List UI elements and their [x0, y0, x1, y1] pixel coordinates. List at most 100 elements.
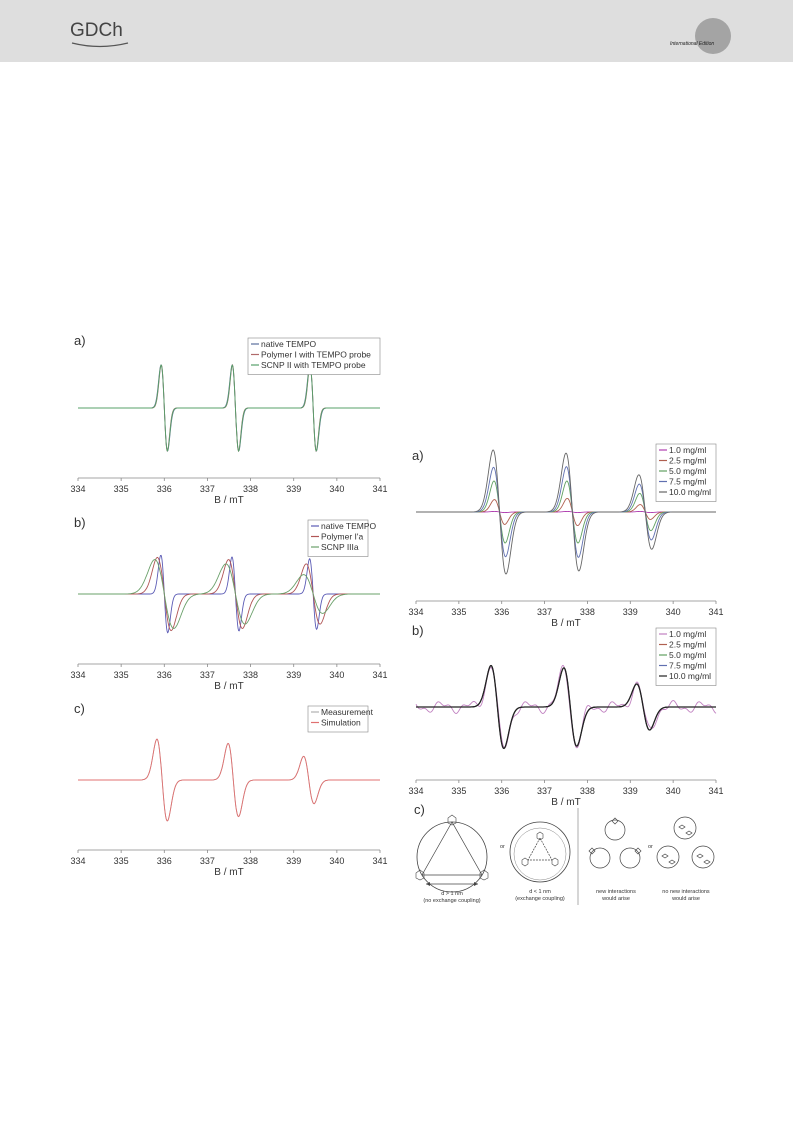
x-tick-label: 334: [408, 607, 423, 617]
x-axis-title: B / mT: [214, 867, 243, 878]
x-tick-label: 339: [623, 786, 638, 796]
legend-entry: Simulation: [321, 718, 361, 728]
x-tick-label: 338: [580, 786, 595, 796]
x-tick-label: 336: [494, 607, 509, 617]
x-tick-label: 338: [243, 670, 258, 680]
x-tick-label: 339: [623, 607, 638, 617]
x-tick-label: 341: [372, 856, 387, 866]
x-tick-label: 339: [286, 670, 301, 680]
scenario-close: d < 1 nm (exchange coupling): [509, 821, 571, 902]
tempo-molecule-cluster: [521, 831, 559, 867]
chart-right-b: b) 334 335 336 337 338 339 340 341 B / mT 1.0 mg/m…: [408, 623, 723, 808]
x-tick-label: 337: [200, 856, 215, 866]
legend-entry: 7.5 mg/ml: [669, 661, 706, 671]
caption-nonew-2: would arise: [671, 896, 700, 902]
series-line-1: [78, 738, 380, 822]
x-tick-label: 336: [157, 670, 172, 680]
x-tick-label: 335: [451, 607, 466, 617]
caption-close-1: d < 1 nm: [529, 889, 551, 895]
caption-new-1: new interactions: [596, 889, 636, 895]
legend-entry: Polymer I with TEMPO probe: [261, 350, 371, 360]
legend-entry: 10.0 mg/ml: [669, 487, 711, 497]
x-tick-label: 334: [70, 856, 85, 866]
x-tick-label: 336: [494, 786, 509, 796]
chart-left-b: b) 334 335 336 337 338 339 340 341 B / mT native T…: [70, 515, 387, 692]
or-text-left: or: [500, 844, 505, 850]
scenario-new-interactions: [588, 817, 642, 869]
x-tick-label: 334: [70, 670, 85, 680]
legend-entry: SCNP IIIa: [321, 542, 359, 552]
legend-entry: 2.5 mg/ml: [669, 456, 706, 466]
caption-new-2: would arise: [601, 896, 630, 902]
x-tick-label: 335: [114, 484, 129, 494]
spin-diagram: c) d > 1 nm (no exchange coupling) or: [414, 802, 715, 905]
x-tick-label: 336: [157, 856, 172, 866]
chart-right-a: a) 334 335 336 337 338 339 340 341 B / mT 1.0 mg/m…: [408, 443, 724, 629]
x-tick-label: 341: [708, 607, 723, 617]
series-line-2: [78, 559, 380, 629]
panel-label: c): [74, 701, 85, 716]
edition-text: International Edition: [670, 41, 715, 47]
caption-close-2: (exchange coupling): [515, 896, 565, 902]
legend-box: [247, 337, 381, 375]
legend-entry: native TEMPO: [261, 339, 317, 349]
x-tick-label: 341: [372, 670, 387, 680]
series-line-4: [416, 449, 716, 575]
x-tick-label: 335: [451, 786, 466, 796]
x-tick-label: 340: [666, 607, 681, 617]
panel-label: a): [74, 333, 86, 348]
x-tick-label: 340: [329, 484, 344, 494]
x-axis-title: B / mT: [214, 495, 243, 506]
x-tick-label: 341: [372, 484, 387, 494]
caption-nonew-1: no new interactions: [662, 889, 710, 895]
legend-entry: Polymer I'a: [321, 532, 364, 542]
logo-swoosh: [71, 42, 129, 48]
caption-far-1: d > 1 nm: [441, 891, 463, 897]
x-tick-label: 340: [329, 670, 344, 680]
chart-left-c: c) 334 335 336 337 338 339 340 341 B / mT Measurem…: [70, 701, 387, 878]
legend-entry: 2.5 mg/ml: [669, 640, 706, 650]
x-tick-label: 334: [408, 786, 423, 796]
series-line-4: [416, 664, 716, 750]
x-tick-label: 340: [666, 786, 681, 796]
charts-layer: a) 334 335 336 337 338 339 340 341 B / mT native T…: [70, 333, 723, 878]
page-header: GDCh International Edition: [0, 0, 793, 62]
x-tick-label: 340: [329, 856, 344, 866]
legend-entry: SCNP II with TEMPO probe: [261, 360, 366, 370]
legend-entry: 5.0 mg/ml: [669, 650, 706, 660]
or-text-right: or: [648, 844, 653, 850]
x-tick-label: 337: [537, 607, 552, 617]
panel-label: b): [74, 515, 86, 530]
scenario-far-apart: d > 1 nm (no exchange coupling): [415, 814, 489, 904]
x-tick-label: 338: [243, 856, 258, 866]
x-tick-label: 341: [708, 786, 723, 796]
logo-text: GDCh: [70, 20, 123, 41]
scenario-no-new-interactions: [656, 816, 715, 869]
tempo-molecule: [415, 814, 489, 881]
legend-entry: 1.0 mg/ml: [669, 445, 706, 455]
diagram-panel-label: c): [414, 802, 425, 817]
panel-label: b): [412, 623, 424, 638]
panel-label: a): [412, 448, 424, 463]
legend-entry: native TEMPO: [321, 521, 377, 531]
x-tick-label: 337: [200, 670, 215, 680]
x-axis-title: B / mT: [551, 618, 580, 629]
x-tick-label: 338: [580, 607, 595, 617]
x-tick-label: 339: [286, 856, 301, 866]
x-axis-title: B / mT: [551, 797, 580, 808]
chart-left-a: a) 334 335 336 337 338 339 340 341 B / mT native T…: [70, 333, 387, 506]
legend-box: [307, 705, 369, 733]
series-line-2: [78, 363, 380, 453]
gdch-logo: GDCh: [70, 20, 130, 50]
x-tick-label: 339: [286, 484, 301, 494]
x-axis-title: B / mT: [214, 681, 243, 692]
caption-far-2: (no exchange coupling): [423, 898, 480, 904]
x-tick-label: 337: [537, 786, 552, 796]
x-tick-label: 334: [70, 484, 85, 494]
edition-badge: [695, 18, 731, 54]
legend-entry: 7.5 mg/ml: [669, 477, 706, 487]
x-tick-label: 335: [114, 670, 129, 680]
x-tick-label: 337: [200, 484, 215, 494]
legend-entry: 5.0 mg/ml: [669, 466, 706, 476]
